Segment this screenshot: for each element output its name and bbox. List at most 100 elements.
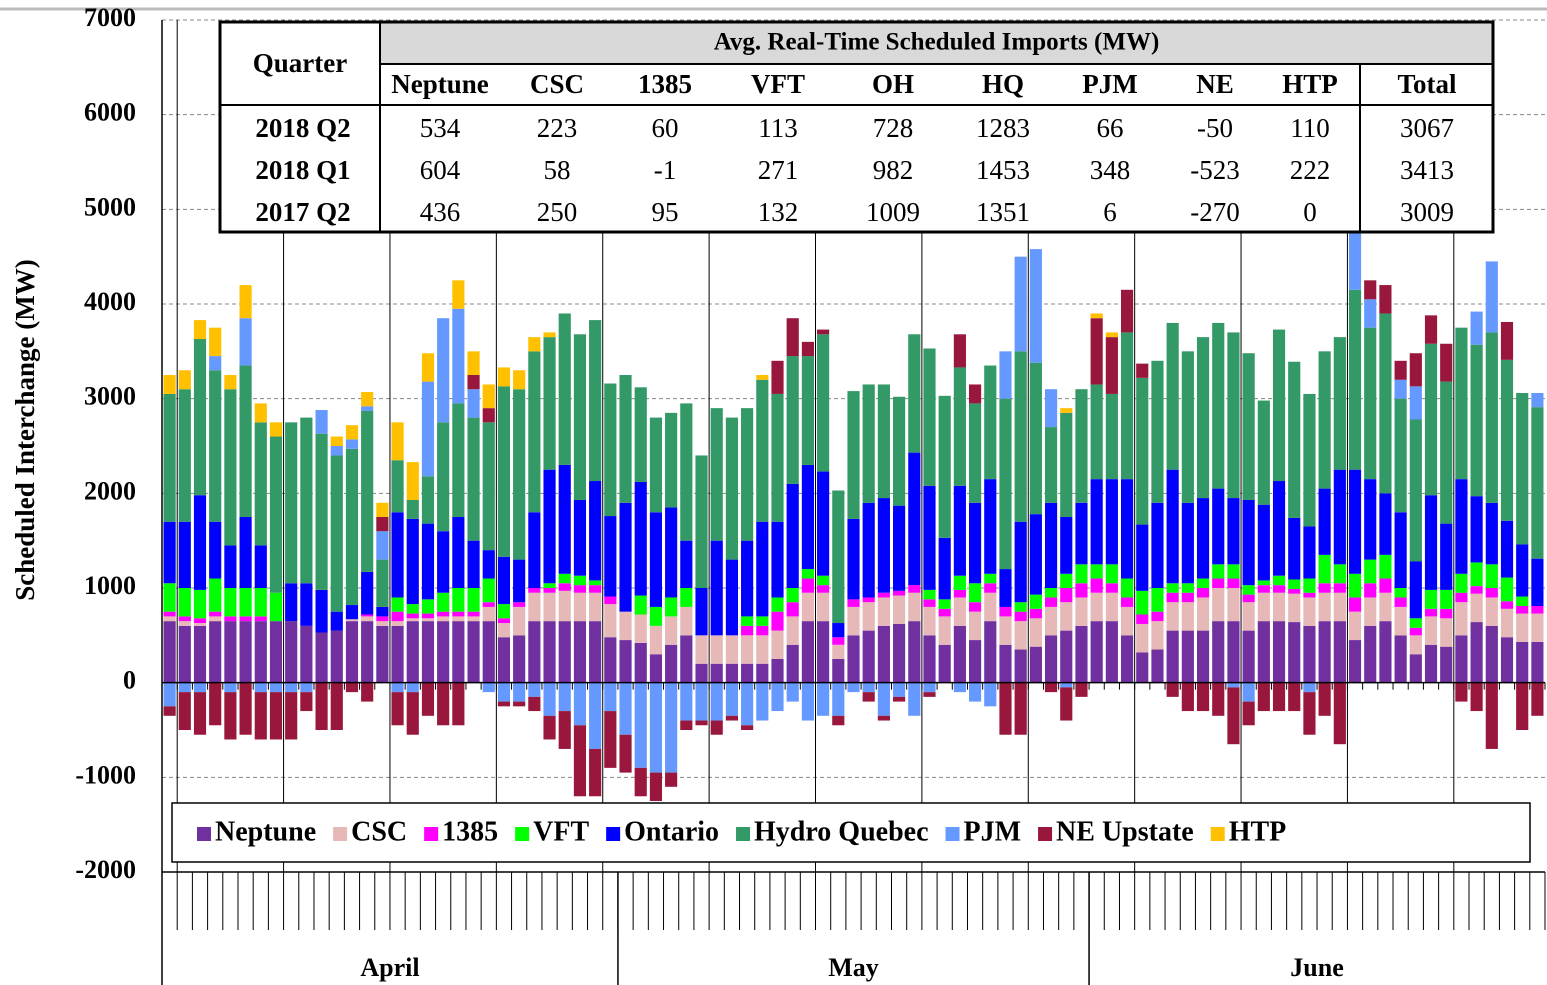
bar-segment xyxy=(999,682,1012,735)
bar-segment xyxy=(224,616,237,622)
bar-segment xyxy=(467,375,480,390)
bar-segment xyxy=(361,571,374,615)
bar-segment xyxy=(999,644,1012,683)
legend-swatch xyxy=(424,827,439,841)
bar-segment xyxy=(1044,389,1058,428)
bar-segment xyxy=(239,517,252,588)
bar-segment xyxy=(528,682,541,697)
bar-segment xyxy=(300,417,313,584)
bar-segment xyxy=(1348,611,1362,641)
bar-segment xyxy=(923,635,936,683)
legend-label: PJM xyxy=(964,816,1022,847)
bar-segment xyxy=(1120,606,1134,636)
bar-segment xyxy=(254,588,267,617)
bar-segment xyxy=(254,403,267,423)
bar-segment xyxy=(756,521,769,617)
bar-segment xyxy=(1227,578,1240,588)
bar-segment xyxy=(300,692,313,712)
bar-segment xyxy=(938,644,951,683)
table-cell: 534 xyxy=(420,113,461,143)
bar-segment xyxy=(1470,682,1483,712)
bar-segment xyxy=(361,616,374,622)
bar-segment xyxy=(908,592,921,622)
bar-segment xyxy=(1485,625,1498,683)
bar-segment xyxy=(893,590,906,596)
bar-segment xyxy=(437,611,450,617)
bar-segment xyxy=(1470,311,1483,345)
table-cell: 223 xyxy=(537,113,578,143)
bar-segment xyxy=(1014,649,1027,683)
bar-segment xyxy=(543,682,556,716)
bar-segment xyxy=(224,621,237,683)
bar-segment xyxy=(163,706,176,716)
bar-segment xyxy=(163,393,176,522)
bar-segment xyxy=(467,611,480,617)
legend-swatch xyxy=(606,827,621,841)
bar-segment xyxy=(1196,578,1210,588)
bar-segment xyxy=(239,318,252,366)
bar-segment xyxy=(376,625,389,683)
bar-segment xyxy=(193,618,207,624)
bar-segment xyxy=(1379,621,1392,683)
bar-segment xyxy=(1075,682,1088,697)
bar-segment xyxy=(1288,622,1301,683)
bar-segment xyxy=(1303,592,1316,598)
bar-segment xyxy=(1257,592,1270,622)
bar-segment xyxy=(589,682,602,749)
bar-segment xyxy=(969,403,982,503)
legend-box xyxy=(171,802,1531,863)
bar-segment xyxy=(1500,577,1514,602)
bar-segment xyxy=(1394,588,1407,598)
bar-segment xyxy=(558,583,571,591)
bar-segment xyxy=(665,772,678,787)
bar-segment xyxy=(573,621,587,683)
bar-segment xyxy=(209,356,222,371)
table-column-header: PJM xyxy=(1082,69,1137,99)
legend-label: NE Upstate xyxy=(1056,816,1194,847)
bar-segment xyxy=(1531,392,1544,408)
bar-segment xyxy=(1242,630,1255,683)
bar-segment xyxy=(1090,592,1103,622)
bar-segment xyxy=(1500,637,1514,683)
bar-segment xyxy=(437,422,450,532)
bar-segment xyxy=(665,616,678,645)
bar-segment xyxy=(634,767,647,797)
bar-segment xyxy=(801,578,814,593)
legend-label: CSC xyxy=(351,816,407,847)
bar-segment xyxy=(741,682,754,726)
bar-segment xyxy=(406,499,419,519)
bar-segment xyxy=(801,341,814,357)
bar-segment xyxy=(1166,592,1179,603)
bar-segment xyxy=(1044,682,1058,693)
bar-segment xyxy=(984,573,997,584)
bar-segment xyxy=(938,537,951,600)
bar-segment xyxy=(1409,561,1422,619)
bar-segment xyxy=(589,592,602,622)
bar-segment xyxy=(330,455,343,612)
legend-swatch xyxy=(1210,827,1225,841)
bar-segment xyxy=(452,621,465,683)
bar-segment xyxy=(923,485,936,590)
bar-segment xyxy=(300,625,313,683)
bar-segment xyxy=(877,715,890,721)
bar-segment xyxy=(178,370,191,390)
bar-segment xyxy=(665,597,678,617)
bar-segment xyxy=(239,588,252,617)
bar-segment xyxy=(497,604,511,619)
bar-segment xyxy=(695,455,708,588)
bar-segment xyxy=(847,518,860,600)
bar-segment xyxy=(1105,592,1118,622)
bar-segment xyxy=(345,682,359,693)
bar-segment xyxy=(1120,289,1134,333)
y-tick-label: -2000 xyxy=(75,855,136,884)
bar-segment xyxy=(1090,318,1103,385)
bar-segment xyxy=(1394,360,1407,380)
bar-segment xyxy=(1212,588,1225,622)
bar-segment xyxy=(969,502,982,584)
bar-segment xyxy=(680,606,693,636)
bar-segment xyxy=(224,682,237,693)
bar-segment xyxy=(1227,682,1240,688)
bar-segment xyxy=(1090,621,1103,683)
bar-segment xyxy=(437,318,450,423)
bar-segment xyxy=(1242,499,1255,586)
